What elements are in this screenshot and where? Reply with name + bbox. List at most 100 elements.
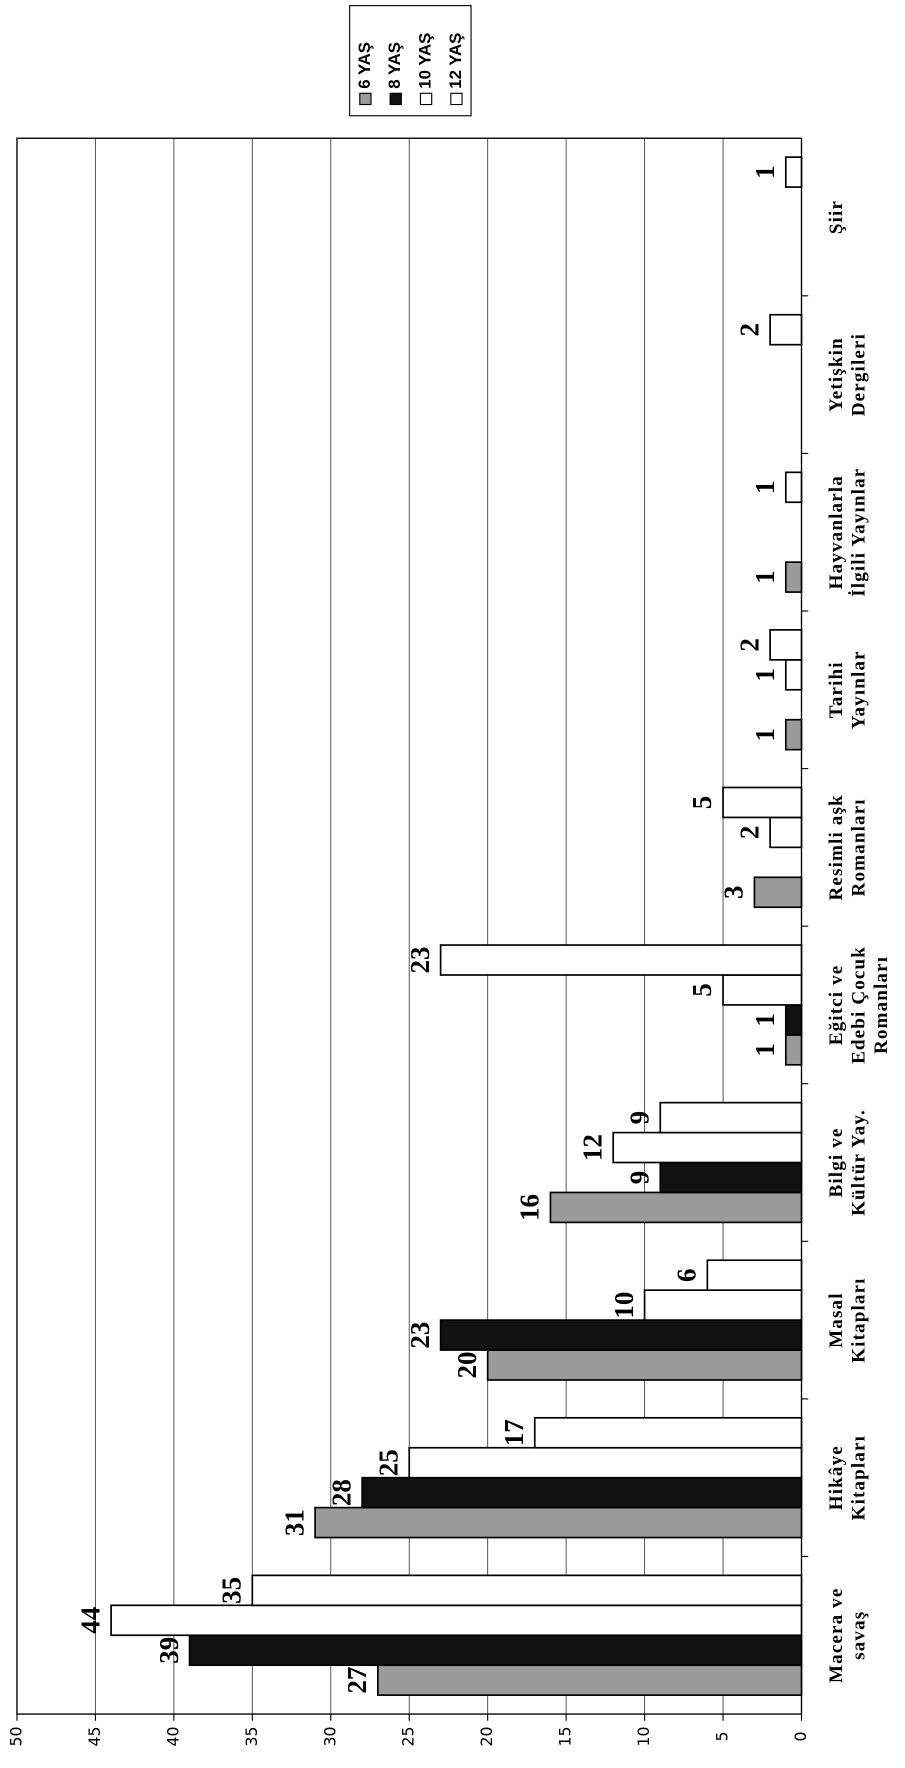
data-label: 1 [750,728,780,741]
data-label: 1 [750,570,780,583]
bar [769,629,803,661]
bar [533,1416,803,1449]
data-label: 2 [734,638,764,651]
x-tick-label: Yayınlar [848,650,869,729]
bar [784,561,803,593]
x-tick-label: Yetişkin [826,337,847,412]
data-label: 2 [734,826,764,839]
data-label: 39 [154,1637,184,1664]
data-label: 27 [342,1667,372,1694]
bar [314,1506,803,1539]
y-tick-label: 10 [634,1727,653,1747]
legend-swatch [359,92,372,106]
x-tick-label: Romanları [871,956,892,1054]
data-label: 10 [609,1292,639,1319]
x-tick-label: Şiir [826,200,847,234]
legend-label: 10 YAŞ [416,33,435,89]
x-tick-label: Dergileri [848,333,869,416]
y-tick-label: 5 [713,1732,732,1742]
data-label: 23 [405,1322,435,1349]
y-tick-label: 25 [399,1727,418,1747]
x-tick-label: Macera ve [826,1588,847,1683]
data-label: 28 [326,1479,356,1506]
data-label: 1 [750,1013,780,1026]
bar [612,1131,803,1164]
data-label: 25 [373,1449,403,1476]
legend-label: 12 YAŞ [446,33,465,89]
y-tick-label: 45 [85,1727,104,1747]
bar [722,974,803,1006]
x-tick-label: Hayvanlarla [826,475,847,589]
bar [784,156,803,188]
data-label: 3 [719,886,749,899]
legend-label: 6 YAŞ [355,42,374,89]
bar [377,1664,803,1696]
data-label: 1 [750,668,780,681]
bar [784,658,803,691]
data-label: 12 [577,1134,607,1161]
legend-swatch [450,92,463,106]
legend-label: 8 YAŞ [385,42,404,89]
data-label: 44 [75,1607,105,1634]
data-label: 2 [734,323,764,336]
x-tick-label: İlgili Yayınlar [848,468,869,597]
data-label: 9 [624,1111,654,1124]
data-label: 17 [499,1419,529,1446]
bar [361,1476,803,1509]
x-tick-label: Romanları [848,798,869,896]
data-label: 5 [687,983,717,996]
bar [753,876,803,909]
x-tick-label: Hikâye [826,1445,847,1510]
bar [439,944,803,976]
bar [251,1574,803,1607]
data-label: 1 [750,1043,780,1056]
y-tick-label: 20 [477,1727,496,1747]
y-tick-label: 40 [163,1727,182,1747]
x-tick-label: Kitapları [848,1435,869,1520]
legend-box [349,5,472,117]
bar [784,1004,803,1036]
bar [439,1319,803,1351]
y-tick-label: 30 [320,1727,339,1747]
bar [188,1634,803,1667]
bar [784,471,803,504]
bar [769,313,803,346]
x-tick-label: Kültür Yay. [848,1109,869,1216]
x-tick-label: Bilgi ve [826,1128,847,1198]
data-label: 6 [672,1268,702,1281]
legend-swatch [419,92,433,106]
bar [769,816,803,849]
bar [659,1161,803,1194]
bar [706,1259,803,1292]
bar [784,1034,803,1066]
x-tick-label: Resimli aşk [826,794,847,900]
legend-swatch [389,92,402,106]
bar [408,1446,803,1479]
data-label: 1 [750,165,780,178]
bar [110,1604,803,1637]
data-label: 35 [217,1577,247,1604]
x-tick-label: Masal [826,1292,847,1347]
x-tick-label: Edebi Çocuk [848,946,869,1064]
data-label: 1 [750,481,780,494]
bar [549,1191,803,1224]
data-label: 5 [687,796,717,809]
bar [643,1289,803,1321]
data-label: 20 [452,1352,482,1379]
data-label: 31 [279,1509,309,1536]
y-tick-label: 50 [6,1727,25,1747]
data-label: 16 [515,1194,545,1221]
data-label: 9 [624,1171,654,1184]
y-tick-label: 0 [791,1732,810,1742]
bar [486,1349,803,1381]
x-tick-label: Tarihi [826,661,847,718]
x-tick-label: Eğitci ve [826,965,847,1046]
x-tick-label: savaş [848,1611,869,1660]
y-tick-label: 35 [242,1727,261,1747]
x-tick-label: Kitapları [848,1277,869,1362]
y-tick-label: 15 [556,1727,575,1747]
data-label: 23 [405,947,435,974]
bar [784,718,803,751]
